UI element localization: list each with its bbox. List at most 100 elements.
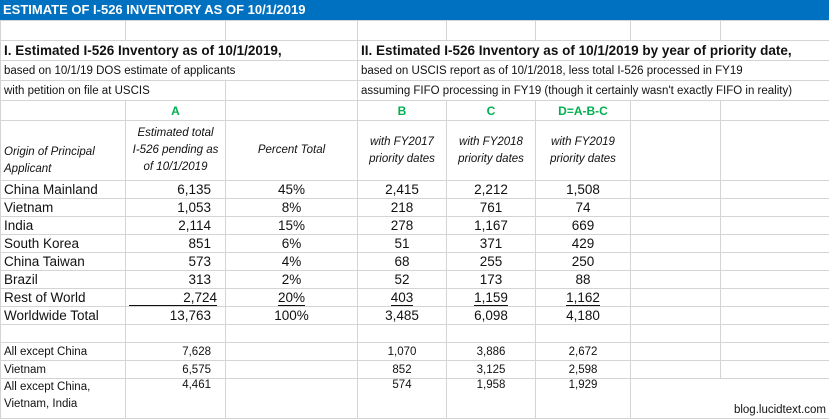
cell[interactable] [446,324,536,343]
subtotal-origin[interactable]: All except China [0,342,126,361]
subtotal-a[interactable]: 6,575 [125,360,226,379]
cell[interactable] [225,324,358,343]
cell[interactable] [630,270,721,289]
cell[interactable] [720,180,829,199]
cell[interactable] [720,288,829,307]
cell-c[interactable]: 255 [446,252,536,271]
total-c[interactable]: 6,098 [446,306,536,325]
subtotal-c[interactable]: 3,125 [446,360,536,379]
header-b[interactable]: with FY2017 priority dates [357,120,447,181]
subtotal-c[interactable]: 3,886 [446,342,536,361]
cell[interactable] [0,20,126,41]
section2-line1[interactable]: based on USCIS report as of 10/1/2018, l… [357,60,829,81]
cell-a[interactable]: 1,053 [125,198,226,217]
cell[interactable] [446,20,536,41]
cell-c[interactable]: 1,159 [446,288,536,307]
cell-d[interactable]: 1,508 [535,180,631,199]
cell[interactable] [720,198,829,217]
cell-pct[interactable]: 15% [225,216,358,235]
cell-b[interactable]: 51 [357,234,447,253]
cell-c[interactable]: 761 [446,198,536,217]
cell[interactable] [720,120,829,181]
cell-pct[interactable]: 6% [225,234,358,253]
total-a[interactable]: 13,763 [125,306,226,325]
cell-d[interactable]: 1,162 [535,288,631,307]
subtotal-b[interactable]: 574 [357,378,447,419]
subtotal-c[interactable]: 1,958 [446,378,536,419]
cell-a[interactable]: 2,114 [125,216,226,235]
cell[interactable] [630,288,721,307]
cell[interactable] [535,20,631,41]
cell[interactable] [630,234,721,253]
cell-origin[interactable]: South Korea [0,234,126,253]
cell[interactable] [630,360,721,379]
cell-c[interactable]: 173 [446,270,536,289]
subtotal-origin[interactable]: Vietnam [0,360,126,379]
cell-pct[interactable]: 20% [225,288,358,307]
cell[interactable] [630,378,721,419]
column-letter-b[interactable]: B [357,100,447,121]
cell[interactable] [0,100,126,121]
cell-c[interactable]: 1,167 [446,216,536,235]
cell-d[interactable]: 88 [535,270,631,289]
cell[interactable] [535,324,631,343]
cell[interactable] [225,80,358,101]
cell-origin[interactable]: China Taiwan [0,252,126,271]
cell-a[interactable]: 313 [125,270,226,289]
cell-origin[interactable]: China Mainland [0,180,126,199]
cell[interactable] [630,252,721,271]
cell[interactable] [0,324,126,343]
column-letter-d[interactable]: D=A-B-C [535,100,631,121]
column-letter-a[interactable]: A [125,100,226,121]
total-d[interactable]: 4,180 [535,306,631,325]
section1-line1[interactable]: based on 10/1/19 DOS estimate of applica… [0,60,358,81]
header-origin[interactable]: Origin of Principal Applicant [0,120,126,181]
cell[interactable] [720,342,829,361]
cell-b[interactable]: 403 [357,288,447,307]
cell[interactable] [630,342,721,361]
cell-origin[interactable]: Vietnam [0,198,126,217]
cell[interactable] [630,306,721,325]
cell[interactable] [630,100,721,121]
cell[interactable] [720,234,829,253]
header-c[interactable]: with FY2018 priority dates [446,120,536,181]
cell[interactable] [630,216,721,235]
cell[interactable] [720,360,829,379]
subtotal-d[interactable]: 1,929 [535,378,631,419]
subtotal-a[interactable]: 4,461 [125,378,226,419]
cell-pct[interactable]: 4% [225,252,358,271]
header-d[interactable]: with FY2019 priority dates [535,120,631,181]
cell[interactable] [225,360,358,379]
cell[interactable] [630,198,721,217]
section2-line2[interactable]: assuming FIFO processing in FY19 (though… [357,80,829,101]
subtotal-d[interactable]: 2,598 [535,360,631,379]
cell-a[interactable]: 2,724 [125,288,226,307]
column-letter-c[interactable]: C [446,100,536,121]
cell-d[interactable]: 74 [535,198,631,217]
cell-b[interactable]: 278 [357,216,447,235]
cell-d[interactable]: 669 [535,216,631,235]
cell-b[interactable]: 52 [357,270,447,289]
cell-pct[interactable]: 45% [225,180,358,199]
cell[interactable] [225,20,358,41]
cell[interactable] [630,324,721,343]
total-b[interactable]: 3,485 [357,306,447,325]
cell[interactable] [720,306,829,325]
cell-c[interactable]: 2,212 [446,180,536,199]
subtotal-a[interactable]: 7,628 [125,342,226,361]
cell-pct[interactable]: 8% [225,198,358,217]
cell-d[interactable]: 429 [535,234,631,253]
total-percent[interactable]: 100% [225,306,358,325]
cell[interactable] [225,378,358,419]
cell-b[interactable]: 2,415 [357,180,447,199]
header-percent[interactable]: Percent Total [225,120,358,181]
cell-pct[interactable]: 2% [225,270,358,289]
subtotal-b[interactable]: 852 [357,360,447,379]
subtotal-d[interactable]: 2,672 [535,342,631,361]
section2-heading[interactable]: II. Estimated I-526 Inventory as of 10/1… [357,40,829,61]
cell[interactable] [357,20,447,41]
cell-a[interactable]: 6,135 [125,180,226,199]
cell[interactable] [720,100,829,121]
cell[interactable] [630,180,721,199]
subtotal-b[interactable]: 1,070 [357,342,447,361]
